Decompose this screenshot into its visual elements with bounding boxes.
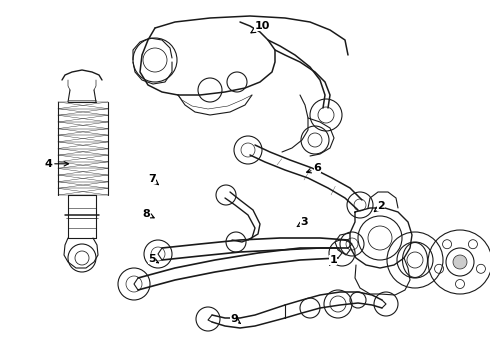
Text: 6: 6 — [307, 163, 321, 174]
Circle shape — [453, 255, 467, 269]
Text: 4: 4 — [44, 159, 69, 169]
Text: 2: 2 — [374, 201, 385, 212]
Text: 7: 7 — [148, 174, 158, 185]
Text: 1: 1 — [329, 255, 337, 265]
Text: 5: 5 — [148, 254, 158, 264]
Text: 10: 10 — [251, 21, 270, 33]
Text: 3: 3 — [297, 217, 308, 228]
Text: 9: 9 — [230, 314, 241, 324]
Text: 8: 8 — [142, 209, 154, 219]
